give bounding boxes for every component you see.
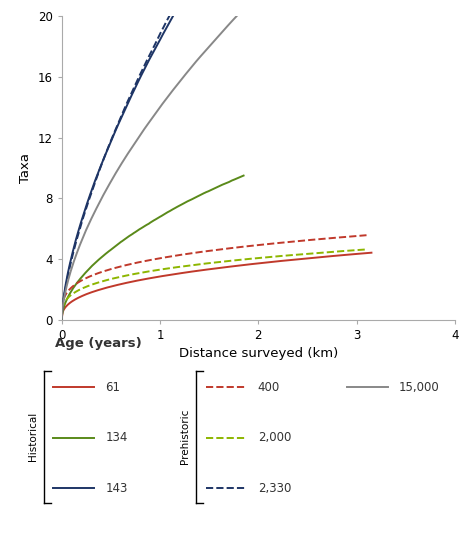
Text: Age (years): Age (years) (55, 336, 142, 350)
Text: 15,000: 15,000 (399, 381, 440, 394)
Text: Historical: Historical (27, 412, 37, 462)
Text: 2,000: 2,000 (258, 431, 291, 445)
X-axis label: Distance surveyed (km): Distance surveyed (km) (179, 348, 338, 360)
Text: 134: 134 (105, 431, 128, 445)
Text: 400: 400 (258, 381, 280, 394)
Text: Prehistoric: Prehistoric (180, 409, 190, 464)
Text: 143: 143 (105, 482, 128, 495)
Y-axis label: Taxa: Taxa (19, 153, 32, 183)
Text: 61: 61 (105, 381, 120, 394)
Text: 2,330: 2,330 (258, 482, 291, 495)
